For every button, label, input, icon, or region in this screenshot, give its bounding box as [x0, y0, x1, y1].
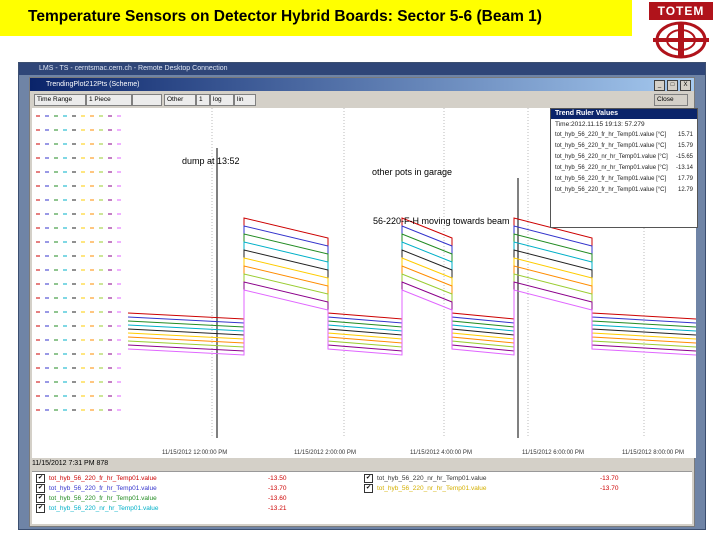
status-time: 11/15/2012 7:31 PM 878 [32, 460, 109, 467]
legend-value: -13.60 [268, 495, 287, 502]
ruler-row: tot_hyb_56_220_nr_hr_Temp01.value [°C] -1… [555, 154, 693, 160]
x-tick-label: 11/15/2012 6:00:00 PM [522, 450, 584, 456]
time-range-select[interactable]: Time Range [34, 94, 86, 106]
slide-title: Temperature Sensors on Detector Hybrid B… [28, 8, 542, 25]
trend-ruler-panel[interactable]: Trend Ruler Values Time:2012.11.15 19:13… [550, 108, 698, 228]
legend-row[interactable]: ✔ tot_hyb_56_220_nr_hr_Temp01.value [36, 504, 159, 513]
logo-text: TOTEM [649, 2, 713, 20]
trending-window: TrendingPlot212Pts (Scheme) _ □ X Time R… [29, 77, 698, 527]
ruler-row: tot_hyb_56_220_nr_hr_Temp01.value [°C] -1… [555, 165, 693, 171]
close-button[interactable]: X [680, 80, 691, 91]
x-tick-label: 11/15/2012 12:00:00 PM [162, 450, 227, 456]
legend-checkbox[interactable]: ✔ [36, 494, 45, 503]
trend-plot-canvas: 11/15/2012 12:00:00 PM 11/15/2012 2:00:0… [36, 108, 696, 456]
window-controls: _ □ X [654, 80, 691, 91]
legend-value: -13.70 [268, 485, 287, 492]
legend-value: -13.50 [268, 475, 287, 482]
legend-checkbox[interactable]: ✔ [36, 484, 45, 493]
ruler-close-button[interactable]: Close [654, 94, 688, 106]
ruler-row: tot_hyb_56_220_fr_hr_Temp01.value [°C] 15… [555, 132, 693, 138]
range-value-select[interactable]: 1 Piece [86, 94, 132, 106]
legend-value: -13.70 [600, 475, 619, 482]
remote-desktop-title: LMS - TS - cerntsmac.cern.ch - Remote De… [19, 63, 705, 75]
legend-row[interactable]: ✔ tot_hyb_56_220_fr_hr_Temp01.value [36, 474, 157, 483]
x-tick-label: 11/15/2012 2:00:00 PM [294, 450, 356, 456]
ruler-row: tot_hyb_56_220_fr_hr_Temp01.value [°C] 15… [555, 143, 693, 149]
legend-checkbox[interactable]: ✔ [364, 474, 373, 483]
toolbar: Time Range 1 Piece Other 1 log lin Close [30, 92, 694, 106]
x-tick-label: 11/15/2012 8:00:00 PM [622, 450, 684, 456]
maximize-button[interactable]: □ [667, 80, 678, 91]
trend-series [127, 217, 696, 356]
legend-checkbox[interactable]: ✔ [364, 484, 373, 493]
dump-annotation: dump at 13:52 [182, 156, 240, 166]
remote-desktop-screenshot: LMS - TS - cerntsmac.cern.ch - Remote De… [18, 62, 706, 530]
y-axis-scales [36, 115, 121, 411]
x-tick-label: 11/15/2012 4:00:00 PM [410, 450, 472, 456]
window-title: TrendingPlot212Pts (Scheme) [30, 78, 694, 91]
totem-logo: TOTEM [643, 2, 718, 60]
garage-annotation: other pots in garage [372, 167, 453, 177]
legend-row[interactable]: ✔ tot_hyb_56_220_nr_hr_Temp01.value [364, 474, 487, 483]
legend-row[interactable]: ✔ tot_hyb_56_220_fr_hr_Temp01.value [36, 494, 157, 503]
legend-row[interactable]: ✔ tot_hyb_56_220_nr_hr_Temp01.value [364, 484, 487, 493]
number-field[interactable]: 1 [196, 94, 210, 106]
ruler-title: Trend Ruler Values [551, 109, 697, 119]
ruler-row: tot_hyb_56_220_fr_hr_Temp01.value [°C] 12… [555, 187, 693, 193]
legend-value: -13.70 [600, 485, 619, 492]
minimize-button[interactable]: _ [654, 80, 665, 91]
lin-checkbox[interactable]: lin [234, 94, 256, 106]
other-select[interactable]: Other [164, 94, 196, 106]
ruler-row: tot_hyb_56_220_fr_hr_Temp01.value [°C] 17… [555, 176, 693, 182]
blank-field[interactable] [132, 94, 162, 106]
legend-checkbox[interactable]: ✔ [36, 474, 45, 483]
totem-emblem-icon [653, 21, 709, 59]
moving-annotation: 56-220-F-H moving towards beam [373, 216, 510, 226]
legend-table: ✔ tot_hyb_56_220_fr_hr_Temp01.value -13.5… [32, 471, 692, 524]
slide-title-bar: Temperature Sensors on Detector Hybrid B… [0, 0, 632, 36]
legend-row[interactable]: ✔ tot_hyb_56_220_fr_hr_Temp01.value [36, 484, 157, 493]
legend-checkbox[interactable]: ✔ [36, 504, 45, 513]
legend-value: -13.21 [268, 505, 287, 512]
ruler-time: Time:2012.11.15 19:13: 57.279 [555, 121, 645, 128]
log-checkbox[interactable]: log [210, 94, 234, 106]
